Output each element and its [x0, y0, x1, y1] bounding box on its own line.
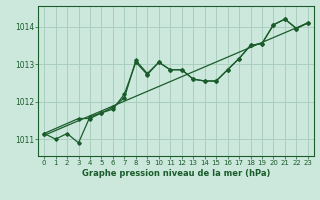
- X-axis label: Graphe pression niveau de la mer (hPa): Graphe pression niveau de la mer (hPa): [82, 169, 270, 178]
